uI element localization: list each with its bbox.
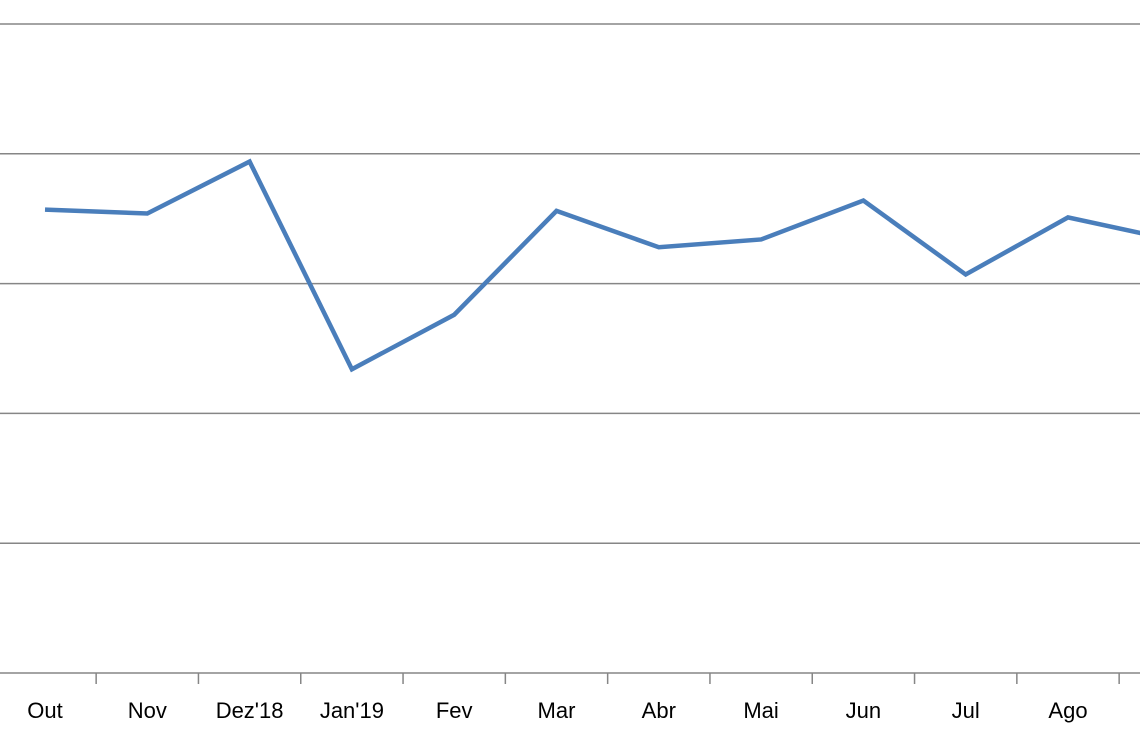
- x-tick-label: Abr: [642, 698, 676, 723]
- x-tick-label: Out: [27, 698, 62, 723]
- data-line: [44, 158, 1140, 373]
- x-tick-label: Mar: [538, 698, 576, 723]
- x-tick-label: Jan'19: [320, 698, 384, 723]
- x-tick-label: Ago: [1048, 698, 1087, 723]
- x-tick-label: Jul: [952, 698, 980, 723]
- x-tick-label: Nov: [128, 698, 167, 723]
- x-tick-label: Fev: [436, 698, 473, 723]
- x-tick-label: Dez'18: [216, 698, 284, 723]
- x-tick-label: Jun: [846, 698, 881, 723]
- x-tick-label: Mai: [743, 698, 778, 723]
